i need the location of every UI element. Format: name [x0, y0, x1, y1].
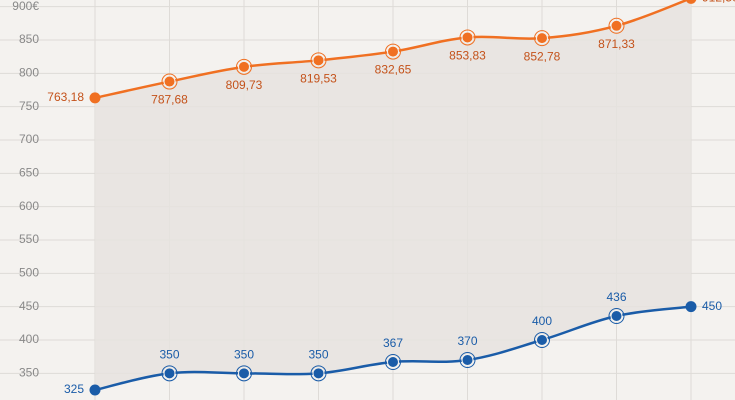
y-tick-label: 700 — [19, 132, 39, 146]
value-label: 871,33 — [598, 37, 635, 51]
marker-halo — [459, 29, 476, 46]
value-label: 763,18 — [47, 90, 84, 104]
value-label: 370 — [457, 334, 477, 348]
value-label: 350 — [308, 348, 328, 362]
marker — [685, 301, 697, 313]
y-tick-label: 350 — [19, 366, 39, 380]
marker — [461, 31, 474, 44]
marker — [685, 0, 697, 4]
marker-halo — [236, 365, 252, 382]
marker — [312, 367, 325, 380]
marker — [89, 384, 101, 396]
y-tick-label: 750 — [19, 99, 39, 113]
value-label: 912,50 — [702, 0, 735, 5]
marker — [163, 367, 176, 380]
marker-halo — [236, 58, 252, 75]
marker-halo — [608, 17, 625, 34]
value-label: 350 — [234, 348, 254, 362]
y-tick-label: 850 — [19, 32, 39, 46]
value-label: 819,53 — [300, 71, 337, 85]
marker — [238, 60, 250, 73]
marker — [163, 75, 176, 88]
y-tick-label: 500 — [19, 266, 39, 280]
value-label: 400 — [532, 314, 552, 328]
y-tick-label: 400 — [19, 332, 39, 346]
value-label: 832,65 — [375, 63, 412, 77]
band-area — [95, 0, 691, 390]
marker — [610, 19, 623, 32]
value-label: 325 — [64, 382, 84, 396]
value-label: 450 — [702, 299, 722, 313]
marker-halo — [385, 43, 401, 60]
marker — [387, 356, 399, 368]
y-tick-label: 900€ — [12, 0, 39, 13]
marker — [89, 92, 101, 104]
value-label: 350 — [159, 348, 179, 362]
marker — [536, 334, 548, 346]
marker-halo — [310, 52, 327, 69]
marker-halo — [608, 308, 625, 324]
marker-halo — [310, 365, 327, 382]
value-label: 853,83 — [449, 49, 486, 63]
marker-halo — [459, 352, 476, 368]
value-label: 787,68 — [151, 93, 188, 107]
marker — [610, 310, 623, 322]
y-tick-label: 450 — [19, 299, 39, 313]
value-label: 367 — [383, 336, 403, 350]
marker-halo — [534, 332, 550, 348]
y-tick-label: 550 — [19, 232, 39, 246]
marker-halo — [534, 30, 550, 47]
marker — [536, 32, 548, 45]
value-label: 809,73 — [226, 78, 263, 92]
y-tick-label: 650 — [19, 166, 39, 180]
y-tick-label: 600 — [19, 199, 39, 213]
marker — [238, 367, 250, 380]
marker — [387, 45, 399, 58]
value-label: 436 — [606, 290, 626, 304]
value-label: 852,78 — [524, 49, 561, 63]
y-tick-label: 800 — [19, 66, 39, 80]
marker-halo — [161, 365, 178, 382]
marker-halo — [385, 354, 401, 370]
marker — [461, 354, 474, 366]
marker-halo — [161, 73, 178, 90]
marker — [312, 54, 325, 67]
